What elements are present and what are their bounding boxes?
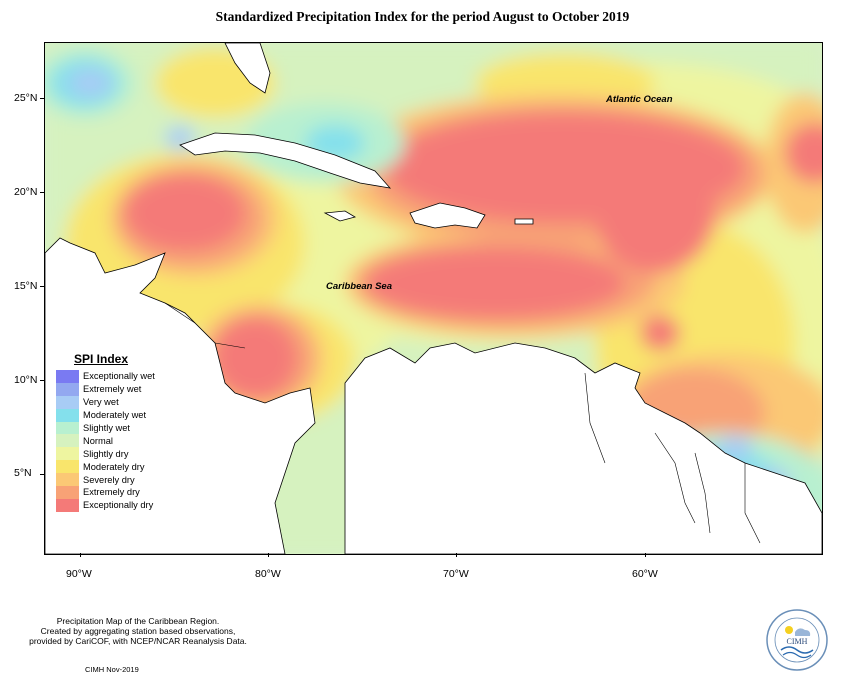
lat-tick	[40, 98, 44, 99]
spi-map-canvas	[45, 43, 822, 554]
lon-tick	[456, 553, 457, 557]
legend-label: Extremely wet	[83, 384, 142, 395]
legend-label: Exceptionally wet	[83, 371, 155, 382]
lat-label-25n: 25°N	[14, 92, 38, 104]
lon-label-80w: 80°W	[255, 568, 281, 580]
legend-item: Exceptionally wet	[56, 370, 155, 383]
lat-tick	[40, 192, 44, 193]
lon-label-90w: 90°W	[66, 568, 92, 580]
legend-label: Severely dry	[83, 474, 135, 485]
lon-tick	[645, 553, 646, 557]
credit-text: CIMH Nov-2019	[85, 665, 139, 674]
legend-label: Normal	[83, 435, 113, 446]
legend-swatch	[56, 408, 79, 422]
description-line: Precipitation Map of the Caribbean Regio…	[56, 616, 220, 626]
spi-legend: SPI Index Exceptionally wet Extremely wet…	[56, 352, 155, 512]
svg-text:CIMH: CIMH	[787, 637, 808, 646]
cimh-logo: CIMH	[765, 608, 829, 672]
legend-item: Slightly wet	[56, 421, 155, 435]
legend-swatch	[56, 473, 79, 487]
lat-label-15n: 15°N	[14, 280, 38, 292]
legend-item: Extremely dry	[56, 486, 155, 499]
legend-label: Slightly wet	[83, 423, 131, 433]
caribbean-sea-label: Caribbean Sea	[326, 281, 392, 292]
lon-tick	[268, 553, 269, 557]
spi-map	[44, 42, 823, 555]
legend-swatch	[56, 395, 79, 409]
legend-swatch	[56, 460, 79, 474]
land-masses	[45, 43, 822, 554]
legend-label: Exceptionally dry	[83, 500, 154, 511]
lon-tick	[80, 553, 81, 557]
legend-item: Severely dry	[56, 473, 155, 487]
legend-swatch	[56, 486, 79, 499]
lon-label-70w: 70°W	[443, 568, 469, 580]
legend-item: Extremely wet	[56, 382, 155, 396]
legend-label: Extremely dry	[83, 487, 140, 498]
legend-swatch	[56, 421, 79, 435]
legend-label: Moderately wet	[83, 410, 147, 421]
legend-swatch	[56, 382, 79, 396]
legend-item: Normal	[56, 434, 155, 448]
lat-tick	[40, 474, 44, 475]
legend-label: Very wet	[83, 397, 119, 408]
lat-tick	[40, 380, 44, 381]
lat-label-10n: 10°N	[14, 374, 38, 386]
lat-tick	[40, 286, 44, 287]
lon-label-60w: 60°W	[632, 568, 658, 580]
description-line: provided by CariCOF, with NCEP/NCAR Rean…	[29, 636, 247, 646]
legend-label: Moderately dry	[83, 461, 145, 472]
legend-title: SPI Index	[74, 352, 129, 366]
atlantic-ocean-label: Atlantic Ocean	[606, 94, 673, 105]
legend-swatch	[56, 370, 79, 383]
lat-label-20n: 20°N	[14, 186, 38, 198]
lat-label-5n: 5°N	[14, 467, 32, 479]
legend-item: Moderately dry	[56, 460, 155, 474]
map-title: Standardized Precipitation Index for the…	[215, 9, 630, 24]
country-borders	[164, 302, 761, 544]
map-description: Precipitation Map of the Caribbean Regio…	[18, 616, 258, 646]
legend-label: Slightly dry	[83, 448, 129, 459]
legend-swatch	[56, 434, 79, 448]
legend-items: Exceptionally wet Extremely wet Very wet Mo…	[56, 370, 155, 512]
description-line: Created by aggregating station based obs…	[40, 626, 236, 636]
legend-swatch	[56, 498, 79, 512]
legend-item: Moderately wet	[56, 408, 155, 422]
legend-item: Very wet	[56, 395, 155, 409]
legend-item: Slightly dry	[56, 447, 155, 461]
legend-swatch	[56, 447, 79, 461]
legend-item: Exceptionally dry	[56, 498, 155, 512]
